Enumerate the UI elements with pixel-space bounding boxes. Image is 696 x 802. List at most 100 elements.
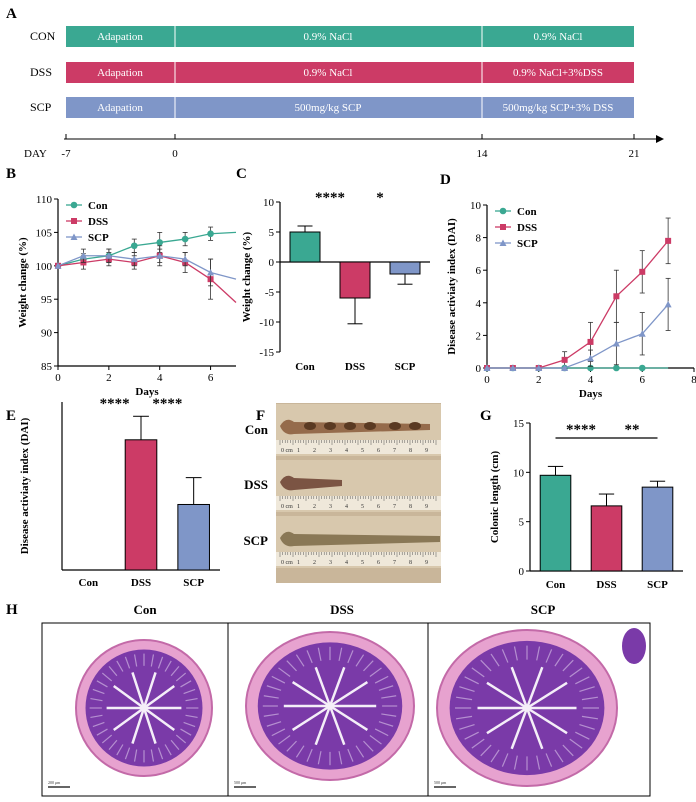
ruler-label: 4 (345, 560, 348, 566)
timeline-tick: -7 (61, 148, 71, 160)
colon-tissue (280, 475, 342, 491)
data-point (587, 354, 594, 362)
crypt (480, 744, 492, 757)
y-tick-label: 0 (476, 363, 482, 375)
crypt (266, 721, 282, 727)
lumen-branch (328, 666, 346, 707)
panel-label-c: C (236, 166, 247, 182)
crypt (378, 685, 394, 691)
timeline-seg-phase2: 0.9% NaCl+3%DSS (513, 67, 603, 79)
lumen-branch (328, 705, 346, 746)
crypt (562, 659, 574, 672)
crypt (278, 735, 291, 745)
timeline-tick: 0 (172, 148, 178, 160)
crypt (369, 735, 382, 745)
crypt (378, 721, 394, 727)
fecal-pellet (364, 422, 376, 430)
crypt (96, 680, 108, 688)
fecal-pellet (409, 422, 421, 430)
ruler-label: 8 (409, 448, 412, 454)
x-tick-label: 8 (691, 374, 696, 386)
photo-row-label: Con (245, 422, 269, 437)
histology-header: Con (133, 602, 157, 617)
crypt (490, 653, 500, 667)
category-label: DSS (596, 579, 616, 591)
ruler-label: 9 (425, 448, 428, 454)
crypt (133, 749, 138, 762)
data-point (561, 356, 568, 363)
colon-section-con (75, 639, 213, 777)
crypt (150, 749, 155, 762)
bar-con (539, 474, 572, 572)
crypt (374, 728, 389, 737)
crypt (90, 714, 103, 719)
x-tick-label: 0 (55, 372, 61, 384)
crypt (581, 715, 598, 720)
photo-strip: 0 cm 1 2 3 4 5 6 7 8 9 (276, 516, 441, 568)
y-tick-label: 85 (41, 361, 53, 373)
crypt (101, 734, 113, 744)
timeline-tick: 14 (477, 148, 489, 160)
data-point (130, 255, 138, 263)
category-label: SCP (183, 577, 204, 589)
data-point (70, 201, 78, 209)
lumen-branch (113, 706, 145, 731)
scale-bar-label: 500 μm (234, 780, 247, 785)
crypt (306, 650, 313, 664)
bar-scp (177, 503, 210, 571)
y-tick-label: 0 (269, 257, 275, 269)
crypt (363, 660, 374, 672)
significance-bracket: **** (100, 396, 130, 412)
lumen-branch (329, 681, 369, 708)
lumen-branch (131, 707, 146, 744)
ruler-label: 9 (425, 560, 428, 566)
crypt (317, 751, 322, 765)
y-tick-label: 110 (36, 194, 53, 206)
photo-row-label: DSS (244, 477, 268, 492)
crypt (170, 665, 180, 677)
significance-label: **** (566, 422, 596, 438)
photo-strip: 0 cm 1 2 3 4 5 6 7 8 9 (276, 404, 441, 456)
colon-tissue (280, 531, 440, 547)
category-label: Con (546, 579, 566, 591)
panel-label-e: E (6, 408, 16, 424)
y-tick-label: 6 (476, 265, 482, 277)
crypt (180, 728, 192, 736)
data-point (105, 252, 113, 259)
crypt (150, 654, 155, 667)
crypt (575, 676, 590, 685)
timeline-row-label: CON (30, 29, 56, 43)
crypt (569, 667, 583, 678)
x-tick-label: 4 (157, 372, 163, 384)
y-tick-label: 10 (513, 467, 525, 479)
ruler-label: 0 cm (281, 560, 293, 566)
crypt (175, 734, 187, 744)
crypt (554, 653, 564, 667)
timeline-seg-phase1: 500mg/kg SCP (295, 102, 362, 114)
ruler-label: 1 (297, 448, 300, 454)
fecal-pellet (389, 422, 401, 430)
crypt (513, 755, 518, 770)
ruler-label: 5 (361, 448, 364, 454)
bar-dss (339, 261, 371, 299)
lumen-branch (510, 707, 529, 750)
panel-label-d: D (440, 172, 451, 188)
fecal-pellet (304, 422, 316, 430)
crypt (579, 723, 595, 730)
significance-label: **** (100, 396, 130, 412)
crypt (295, 745, 305, 758)
ruler (276, 552, 441, 566)
timeline-row-label: DSS (30, 65, 52, 79)
data-point (156, 239, 164, 246)
legend-label: SCP (517, 238, 538, 250)
series-line (57, 255, 237, 304)
significance-bracket: * (376, 190, 384, 206)
lumen-branch (510, 666, 529, 709)
legend-label: SCP (88, 232, 109, 244)
crypt (480, 659, 492, 672)
timeline-day-label: DAY (24, 148, 47, 160)
data-point (535, 364, 543, 371)
y-tick-label: 90 (41, 328, 53, 340)
ruler-label: 7 (393, 504, 396, 510)
